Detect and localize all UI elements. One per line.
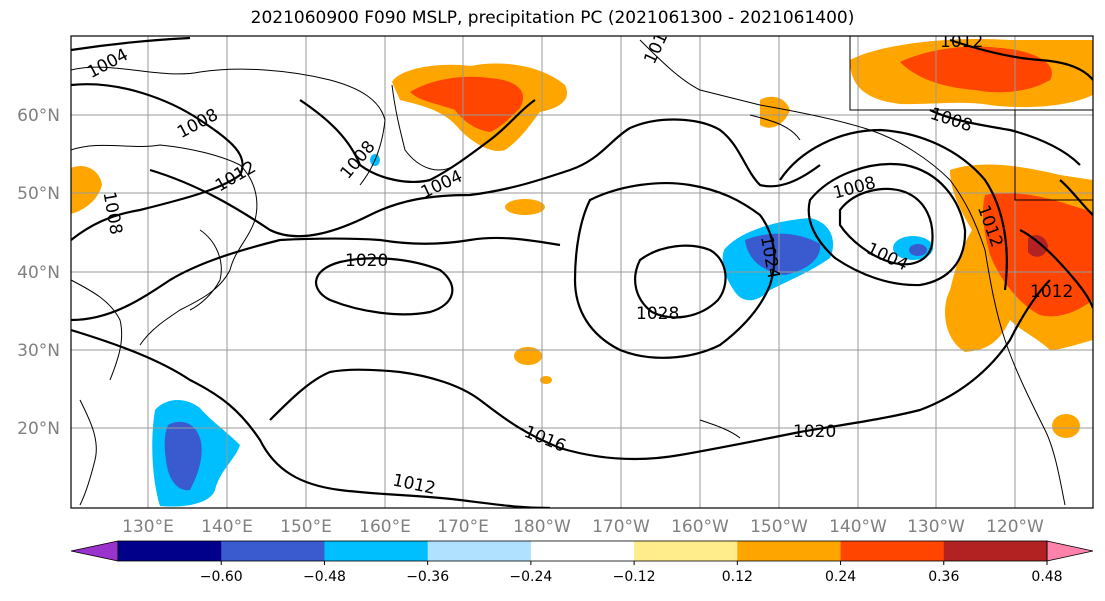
colorbar-segment	[221, 541, 325, 561]
lon-label: 120°W	[986, 517, 1044, 537]
precip-negative-strong-area	[909, 244, 927, 256]
lat-label: 60°N	[17, 106, 60, 126]
lon-label: 170°E	[437, 517, 489, 537]
lat-label: 20°N	[17, 419, 60, 439]
colorbar-tick-label: 0.12	[722, 569, 753, 585]
lon-label: 160°E	[359, 517, 411, 537]
isobar-label: 1012	[940, 32, 983, 52]
colorbar-tick-label: −0.48	[303, 569, 346, 585]
coastlines	[71, 36, 1093, 506]
lon-label: 140°E	[201, 517, 253, 537]
precip-strong-area	[410, 76, 524, 132]
colorbar: −0.60 −0.48 −0.36 −0.24 −0.12 0.12 0.24 0.36 0.4…	[70, 540, 1094, 585]
lon-label: 170°W	[592, 517, 650, 537]
latitude-labels: 60°N 50°N 40°N 30°N 20°N	[17, 106, 60, 439]
colorbar-tick-label: −0.60	[200, 569, 243, 585]
lon-label: 130°W	[907, 517, 965, 537]
map-title: 2021060900 F090 MSLP, precipitation PC (…	[250, 8, 855, 28]
lat-label: 40°N	[17, 263, 60, 283]
colorbar-segment	[324, 541, 429, 561]
lon-label: 150°E	[280, 517, 332, 537]
colorbar-tick-label: −0.24	[509, 569, 552, 585]
colorbar-segment	[840, 541, 945, 561]
colorbar-tick-label: 0.48	[1031, 569, 1062, 585]
colorbar-segment	[118, 541, 222, 561]
precip-strong-area	[900, 46, 1052, 93]
precip-shading	[71, 38, 1093, 507]
precip-positive-area	[540, 376, 552, 384]
map-frame	[70, 35, 1094, 509]
colorbar-border	[117, 540, 1048, 562]
precip-positive-area	[505, 199, 545, 215]
colorbar-extend-high	[1046, 540, 1094, 562]
graticule	[71, 36, 1093, 508]
lon-label: 180°W	[513, 517, 571, 537]
colorbar-tick-label: 0.24	[825, 569, 856, 585]
colorbar-tick-label: −0.36	[406, 569, 449, 585]
colorbar-segment	[427, 541, 532, 561]
colorbar-extend-low	[70, 540, 119, 562]
lon-label: 140°W	[829, 517, 887, 537]
lat-label: 50°N	[17, 184, 60, 204]
lon-label: 160°W	[671, 517, 729, 537]
colorbar-tick-label: 0.36	[928, 569, 959, 585]
lon-label: 130°E	[122, 517, 174, 537]
precip-negative-strong-area	[745, 233, 821, 275]
colorbar-segment	[634, 541, 738, 561]
precip-positive-area	[514, 347, 542, 365]
lat-label: 30°N	[17, 341, 60, 361]
longitude-labels: 130°E 140°E 150°E 160°E 170°E 180°W 170°…	[122, 517, 1044, 537]
precip-negative-strong-area	[164, 421, 202, 491]
precip-very-strong-area	[1028, 235, 1048, 257]
colorbar-segment	[530, 541, 635, 561]
precip-positive-area	[71, 165, 102, 214]
colorbar-segment	[943, 541, 1048, 561]
colorbar-segment	[737, 541, 842, 561]
precip-positive-area	[1052, 414, 1080, 438]
isobar-label: 1012	[1030, 282, 1073, 302]
isobar-label: 1020	[793, 422, 836, 442]
lon-label: 150°W	[750, 517, 808, 537]
isobars	[71, 36, 1093, 508]
isobar-label: 1028	[636, 304, 679, 324]
isobar-label: 1020	[345, 251, 388, 271]
colorbar-tick-label: −0.12	[613, 569, 656, 585]
